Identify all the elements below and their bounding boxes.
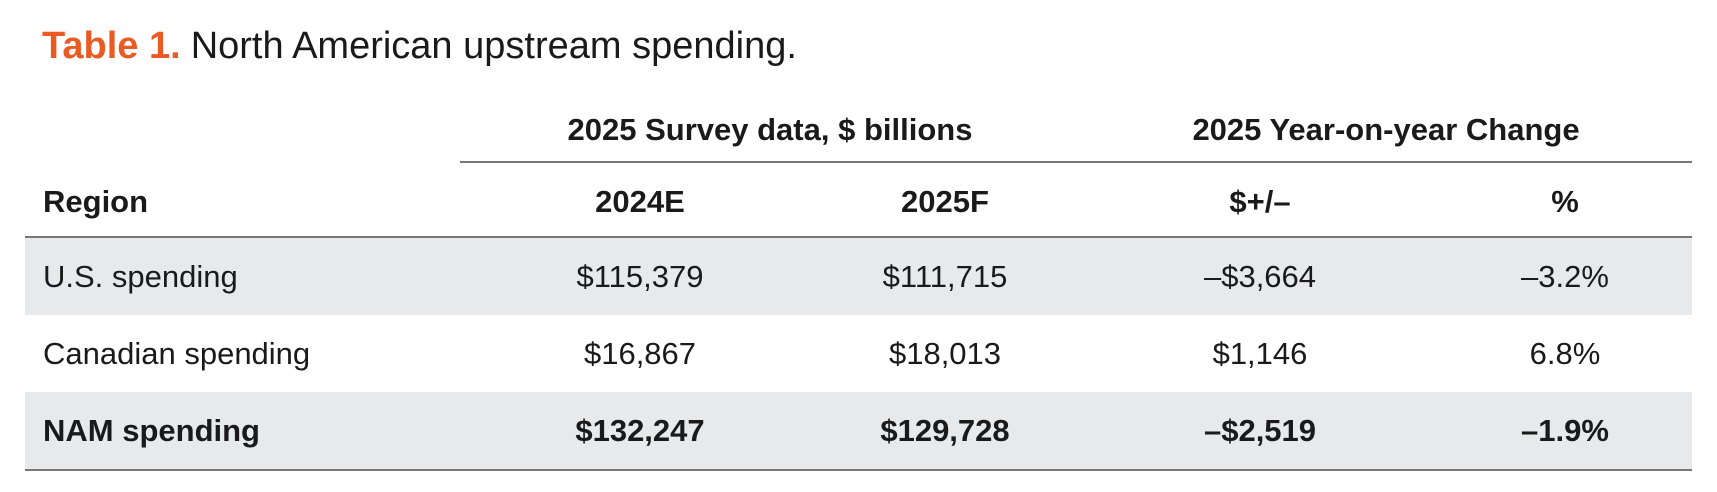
column-header-row: Region 2024E 2025F $+/– % — [25, 168, 1692, 236]
bottom-rule — [25, 469, 1692, 471]
column-header-region: Region — [43, 184, 149, 219]
row-2024e-value: $115,379 — [576, 258, 704, 294]
row-2025f-value: $111,715 — [882, 258, 1008, 294]
group-header-rule — [460, 161, 1692, 163]
row-percent-change: –3.2% — [1521, 258, 1609, 294]
row-dollar-change: $1,146 — [1212, 335, 1308, 371]
row-2024e-value: $16,867 — [583, 335, 697, 371]
table-row-canadian-spending: Canadian spending $16,867 $18,013 $1,146… — [25, 315, 1692, 392]
row-2025f-value: $18,013 — [888, 335, 1002, 371]
group-header-survey-data: 2025 Survey data, $ billions — [567, 112, 973, 147]
row-region: NAM spending — [43, 412, 260, 448]
row-region: U.S. spending — [43, 258, 238, 294]
column-header-2024e: 2024E — [595, 184, 685, 219]
group-header-year-on-year-change: 2025 Year-on-year Change — [1192, 112, 1580, 147]
row-2025f-value: $129,728 — [880, 412, 1010, 448]
table-row-us-spending: U.S. spending $115,379 $111,715 –$3,664 … — [25, 238, 1692, 315]
row-dollar-change: –$2,519 — [1203, 412, 1317, 448]
table-title: North American upstream spending. — [190, 25, 797, 67]
column-header-dollar-change: $+/– — [1229, 184, 1291, 219]
row-percent-change: –1.9% — [1521, 412, 1609, 448]
row-percent-change: 6.8% — [1529, 335, 1601, 371]
table-number: Table 1. — [42, 25, 181, 67]
row-dollar-change: –$3,664 — [1203, 258, 1317, 294]
header-rule — [25, 236, 1692, 238]
table-row-nam-spending-total: NAM spending $132,247 $129,728 –$2,519 –… — [25, 392, 1692, 469]
column-header-percent-change: % — [1551, 184, 1579, 219]
row-region: Canadian spending — [43, 335, 311, 371]
table-caption: Table 1. North American upstream spending… — [42, 18, 797, 74]
column-header-2025f: 2025F — [901, 184, 989, 219]
row-2024e-value: $132,247 — [575, 412, 705, 448]
